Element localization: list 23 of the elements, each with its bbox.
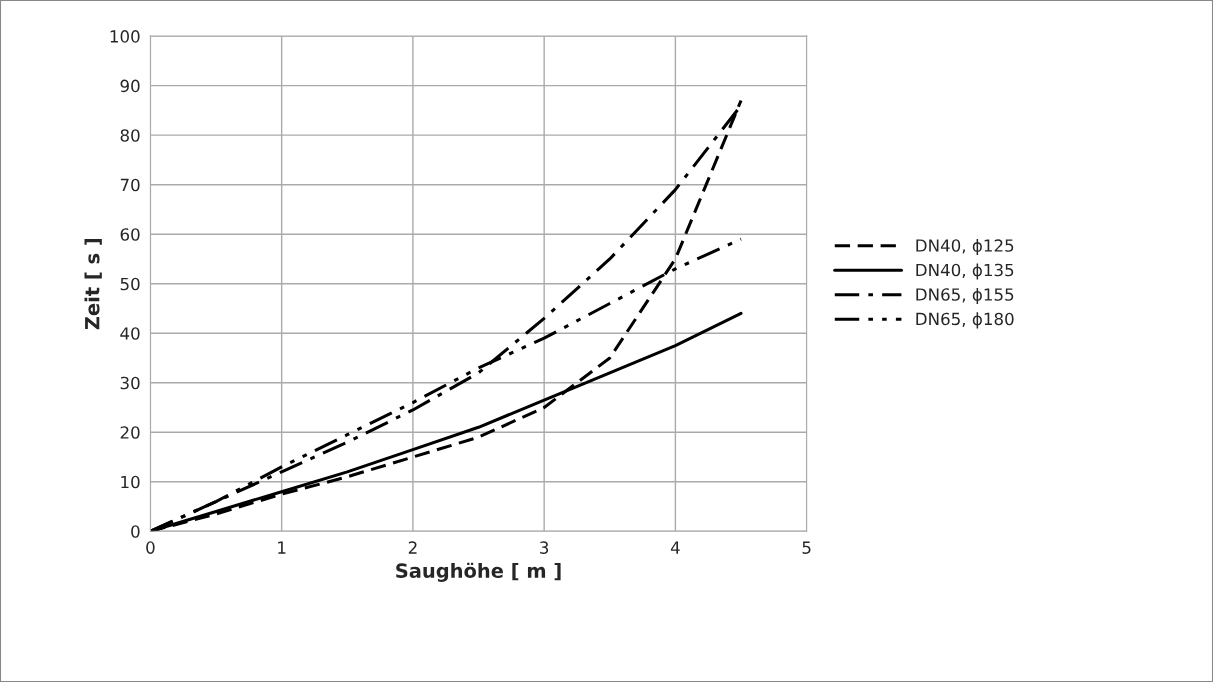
y-axis-title: Zeit [ s ] — [84, 238, 102, 330]
y-tick-label: 20 — [120, 426, 140, 439]
x-tick-label: 4 — [670, 541, 680, 554]
legend-label: DN65, ϕ180 — [916, 312, 1014, 329]
y-tick-label: 60 — [120, 228, 140, 241]
y-tick-label: 30 — [120, 376, 140, 390]
y-tick-label: 100 — [110, 30, 140, 43]
x-tick-label: 2 — [408, 541, 417, 554]
y-tick-label: 80 — [120, 129, 140, 142]
y-tick-label: 50 — [120, 277, 140, 291]
y-tick-label: 40 — [120, 327, 140, 340]
legend-label: DN40, ϕ125 — [916, 238, 1014, 256]
x-tick-label: 0 — [146, 541, 155, 554]
y-tick-label: 70 — [120, 178, 140, 192]
x-tick-label: 5 — [802, 541, 811, 554]
legend-label: DN65, ϕ155 — [916, 287, 1014, 305]
x-tick-label: 3 — [540, 541, 549, 554]
x-tick-label: 1 — [278, 541, 286, 554]
x-axis-title: Saughöhe [ m ] — [396, 562, 561, 582]
y-tick-label: 90 — [120, 79, 140, 93]
y-tick-label: 0 — [131, 525, 140, 538]
y-tick-label: 10 — [121, 475, 140, 489]
legend-label: DN40, ϕ135 — [916, 263, 1014, 280]
